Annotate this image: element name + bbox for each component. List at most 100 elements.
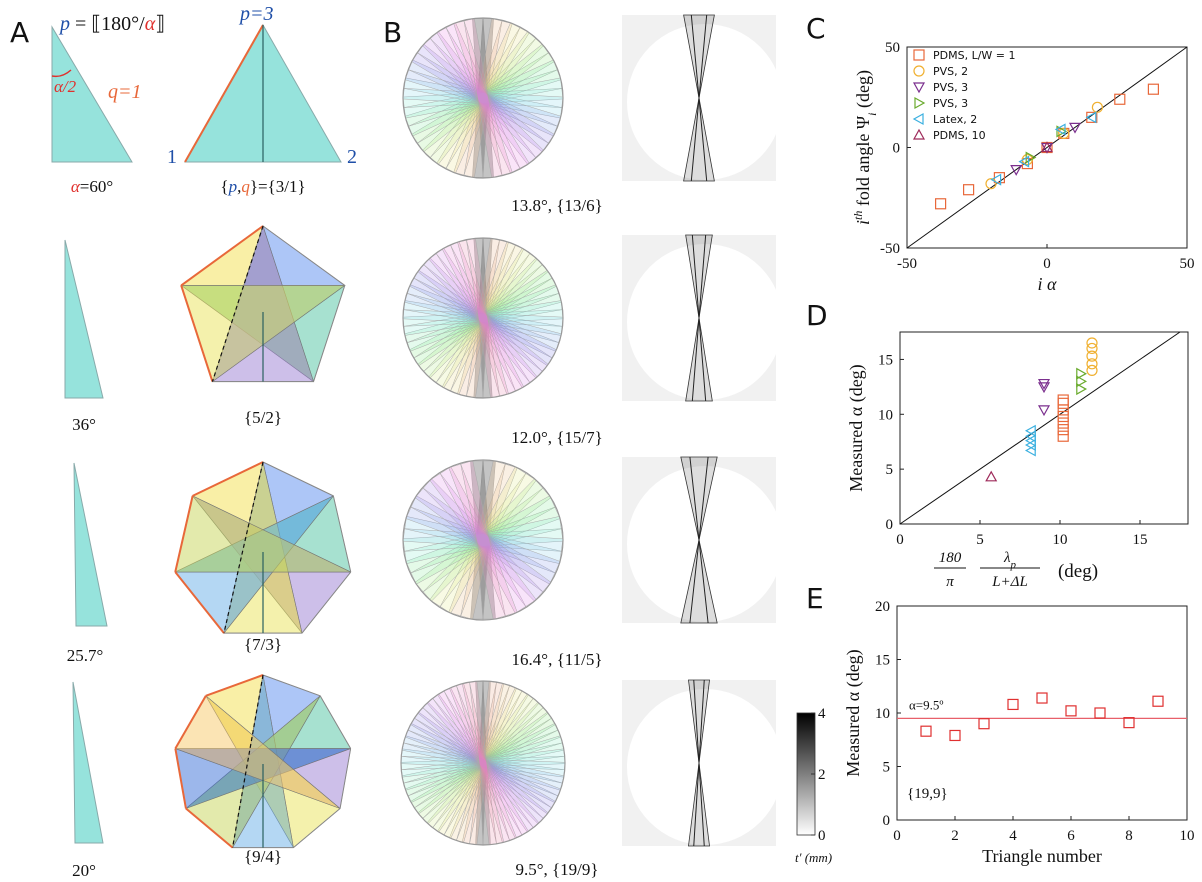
star-label: {7/3}	[244, 635, 282, 654]
star-edge	[205, 674, 264, 697]
point	[1091, 101, 1104, 113]
legend-label: PDMS, L/W = 1	[933, 49, 1016, 62]
annotation: {19,9}	[907, 786, 948, 802]
y-axis-label-part: i	[865, 113, 879, 116]
x-tick-label: 0	[896, 532, 904, 548]
legend-marker	[912, 112, 924, 126]
fold-line	[211, 225, 264, 382]
panel-letter: B	[383, 16, 402, 49]
legend-label: PVS, 2	[933, 65, 968, 78]
alpha-label: α=60°	[71, 177, 113, 196]
folded-edge	[184, 24, 264, 163]
point	[1036, 692, 1048, 704]
y-axis-label-part: (deg)	[853, 70, 874, 112]
fan-triangle	[463, 20, 513, 178]
y-axis-label-part: fold angle Ψ	[853, 115, 873, 210]
x-tick-label: 0	[1043, 256, 1051, 272]
star-edge	[301, 571, 352, 634]
y-axis-label-part: th	[851, 211, 865, 220]
point	[985, 178, 997, 190]
star-edge	[332, 495, 352, 573]
reference-label: α=9.5º	[909, 697, 943, 712]
formula-part: α	[145, 13, 156, 35]
point	[962, 184, 975, 196]
panel-letter: E	[806, 582, 824, 615]
point	[1058, 127, 1070, 140]
point	[1037, 405, 1051, 417]
star-edge	[339, 748, 352, 809]
x-axis-label-part: 180	[939, 550, 962, 566]
point	[1152, 695, 1164, 707]
pq-part: }={3/1}	[250, 177, 306, 196]
x-axis-label: i α	[1038, 274, 1058, 294]
formula: p = ⟦180°/α⟧	[58, 13, 165, 35]
point	[1056, 125, 1068, 138]
star-edge	[185, 807, 234, 849]
y-axis-label-part: i	[853, 220, 873, 225]
q-label: q=1	[108, 81, 142, 103]
point	[1037, 382, 1051, 394]
point	[1010, 165, 1023, 176]
legend-marker	[913, 65, 925, 77]
legend-marker	[914, 96, 926, 110]
fans	[400, 14, 783, 847]
point	[1086, 364, 1098, 376]
star-edge	[180, 285, 214, 382]
formula-part: p	[58, 13, 70, 35]
x-tick-label: 10	[1053, 532, 1068, 548]
x-tick-label: -50	[897, 256, 917, 272]
point	[1068, 122, 1082, 134]
panel-letter: D	[806, 299, 828, 332]
star-edge	[262, 225, 346, 286]
point	[1057, 417, 1069, 429]
point	[1018, 155, 1030, 168]
x-tick-label: 8	[1125, 828, 1133, 844]
y-tick-label: 50	[885, 40, 900, 56]
image-disc	[627, 466, 783, 622]
point	[1057, 394, 1069, 406]
x-tick-label: 0	[893, 828, 901, 844]
star-edge	[174, 695, 207, 750]
hourglass-line	[691, 234, 707, 402]
colorbar-tick-label: 4	[818, 706, 826, 722]
y-tick-label: -50	[880, 241, 900, 257]
y-tick-label: 5	[883, 760, 891, 776]
star-edge	[262, 461, 334, 497]
star-edge	[293, 808, 341, 849]
point	[1086, 337, 1098, 349]
point	[1086, 358, 1098, 370]
star-label: {5/2}	[244, 408, 282, 427]
y-tick-label: 20	[875, 599, 890, 615]
point	[1057, 424, 1069, 436]
x-tick-label: 10	[1180, 828, 1195, 844]
p-label: p=3	[238, 3, 274, 25]
fan-circle	[400, 680, 566, 846]
y-tick-label: 10	[875, 706, 890, 722]
point	[1007, 698, 1019, 711]
y-tick-label: 0	[883, 813, 891, 829]
caption: 9.5°, {19/9}	[515, 860, 598, 879]
point	[1123, 717, 1135, 729]
legend-label: PVS, 3	[933, 97, 968, 110]
y-axis-label: ith fold angle Ψi (deg)	[851, 70, 879, 225]
panel-letter: C	[806, 12, 826, 45]
identity-line	[899, 331, 1181, 525]
star-edge	[192, 461, 264, 497]
triangle	[64, 239, 104, 399]
caption: 16.4°, {11/5}	[512, 650, 603, 669]
angle-label: 36°	[72, 415, 96, 434]
legend-label: PDMS, 10	[933, 129, 986, 142]
angle-label: 20°	[72, 861, 96, 880]
point	[949, 729, 961, 742]
fan-circle	[402, 237, 564, 399]
point	[1076, 367, 1088, 380]
star-edge	[174, 495, 194, 573]
y-tick-label: 5	[886, 462, 894, 478]
plot-frame	[896, 605, 1188, 821]
x-tick-label: 4	[1009, 828, 1017, 844]
fan-triangle	[460, 463, 518, 620]
y-tick-label: 0	[886, 517, 894, 533]
fan-circle	[402, 459, 564, 621]
angle-label: 25.7°	[67, 646, 104, 665]
